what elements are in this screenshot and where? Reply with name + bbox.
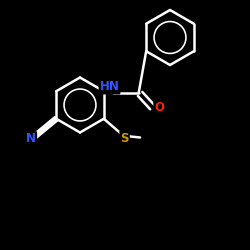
Text: N: N — [26, 132, 36, 145]
Text: O: O — [154, 101, 164, 114]
Text: S: S — [120, 132, 129, 144]
Text: HN: HN — [100, 80, 119, 94]
